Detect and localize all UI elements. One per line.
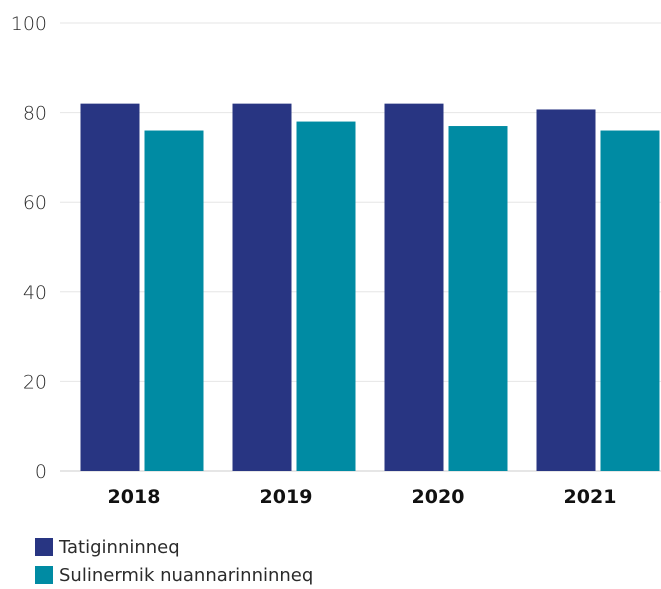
bar-2020-series-1[interactable] — [384, 103, 444, 471]
legend-item-series-1[interactable]: Tatiginninneq — [35, 533, 313, 561]
x-tick-label-2019: 2019 — [260, 486, 313, 508]
bar-2021-series-1[interactable] — [536, 109, 596, 472]
bar-2020-series-2[interactable] — [448, 126, 508, 471]
y-tick-label-100: 100 — [11, 13, 47, 35]
bar-2021-series-2[interactable] — [600, 130, 660, 471]
bar-chart: 0 20 40 60 80 100 2018 2019 2020 2021 — [11, 13, 661, 508]
legend: Tatiginninneq Sulinermik nuannarinninneq — [35, 533, 313, 589]
bar-2018-series-1[interactable] — [80, 103, 140, 471]
bar-2018-series-2[interactable] — [144, 130, 204, 471]
y-tick-label-20: 20 — [23, 371, 47, 393]
x-tick-label-2018: 2018 — [108, 486, 161, 508]
bars — [80, 103, 660, 472]
legend-swatch-series-1 — [35, 538, 53, 556]
x-axis-ticks: 2018 2019 2020 2021 — [108, 486, 617, 508]
y-tick-label-80: 80 — [23, 103, 47, 125]
legend-item-series-2[interactable]: Sulinermik nuannarinninneq — [35, 561, 313, 589]
y-tick-label-60: 60 — [23, 192, 47, 214]
legend-label-series-2: Sulinermik nuannarinninneq — [59, 564, 314, 586]
bar-2019-series-1[interactable] — [232, 103, 292, 471]
y-axis-ticks: 0 20 40 60 80 100 — [11, 13, 47, 483]
y-tick-label-0: 0 — [35, 461, 47, 483]
bar-2019-series-2[interactable] — [296, 121, 356, 471]
y-tick-label-40: 40 — [23, 282, 47, 304]
x-tick-label-2020: 2020 — [412, 486, 465, 508]
legend-swatch-series-2 — [35, 566, 53, 584]
legend-label-series-1: Tatiginninneq — [59, 536, 180, 558]
x-tick-label-2021: 2021 — [564, 486, 617, 508]
